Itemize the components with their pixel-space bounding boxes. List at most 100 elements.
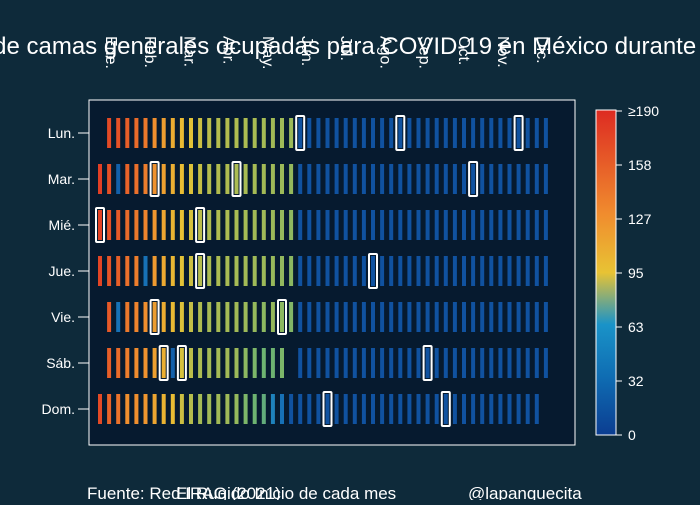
highlighted-cells xyxy=(95,115,524,427)
heatmap-cell xyxy=(280,302,284,332)
heatmap-cell xyxy=(316,164,321,194)
heatmap-cell xyxy=(416,118,421,148)
heatmap-cell xyxy=(298,394,303,424)
heatmap-cell xyxy=(307,164,312,194)
heatmap-cell xyxy=(116,302,121,332)
heatmap-cell xyxy=(152,256,157,286)
heatmap-cell xyxy=(189,348,193,378)
heatmap-cell xyxy=(125,302,130,332)
day-label: Jue. xyxy=(49,263,75,279)
heatmap-cell xyxy=(498,394,503,424)
heatmap-cell xyxy=(216,348,221,378)
heatmap-cell xyxy=(507,348,512,378)
heatmap-cell xyxy=(398,118,403,148)
heatmap-cell xyxy=(507,394,512,424)
heatmap-cell xyxy=(189,302,193,332)
heatmap-cell xyxy=(325,164,330,194)
heatmap-cell xyxy=(516,394,521,424)
heatmap-cell xyxy=(252,164,257,194)
heatmap-cell xyxy=(225,348,230,378)
heatmap-cell xyxy=(261,348,266,378)
heatmap-cell xyxy=(480,118,485,148)
highlighted-cell xyxy=(468,161,479,197)
heatmap-cell xyxy=(398,210,403,240)
heatmap-cell xyxy=(261,394,266,424)
heatmap-cell xyxy=(216,302,221,332)
heatmap-cell xyxy=(462,164,466,194)
heatmap-cell xyxy=(189,118,193,148)
heatmap-cell xyxy=(280,348,284,378)
heatmap-cell xyxy=(425,164,430,194)
heatmap-cell xyxy=(170,118,175,148)
heatmap-cell xyxy=(380,210,385,240)
heatmap-cell xyxy=(389,256,394,286)
heatmap-cell xyxy=(462,256,466,286)
heatmap-cell xyxy=(543,118,548,148)
heatmap-cell xyxy=(361,394,366,424)
heatmap-cell xyxy=(261,164,266,194)
heatmap-cell xyxy=(107,118,112,148)
highlighted-cell xyxy=(195,253,206,289)
heatmap-cell xyxy=(152,164,157,194)
heatmap-cell xyxy=(534,256,539,286)
heatmap-cell xyxy=(416,302,421,332)
heatmap-cell xyxy=(261,256,266,286)
heatmap-cell xyxy=(243,256,248,286)
heatmap-cell xyxy=(507,164,512,194)
heatmap-cell xyxy=(389,348,394,378)
heatmap-cell xyxy=(125,164,130,194)
heatmap-cell xyxy=(225,394,230,424)
heatmap-cell xyxy=(434,302,439,332)
heatmap-cell xyxy=(343,394,348,424)
heatmap-cell xyxy=(325,348,330,378)
heatmap-cell xyxy=(270,348,275,378)
heatmap-cell xyxy=(462,302,466,332)
heatmap-cell xyxy=(207,394,212,424)
heatmap-cell xyxy=(280,394,284,424)
heatmap-cell xyxy=(407,210,412,240)
heatmap-cell xyxy=(234,164,239,194)
heatmap-cell xyxy=(380,118,385,148)
heatmap-cell xyxy=(352,210,357,240)
heatmap-cell xyxy=(471,210,476,240)
heatmap-cell xyxy=(107,256,112,286)
heatmap-cell xyxy=(252,394,257,424)
heatmap-cell xyxy=(134,164,139,194)
colorbar-tick-label: 95 xyxy=(628,265,644,281)
heatmap-cell xyxy=(143,302,148,332)
heatmap-cell xyxy=(416,256,421,286)
month-labels: Ene. Feb. Mar. Abr. May. Jun. Jul. Ago. Sep. Oct.… xyxy=(102,36,550,69)
highlighted-cell xyxy=(158,345,169,381)
heatmap-cell xyxy=(307,118,312,148)
heatmap-cell xyxy=(243,302,248,332)
heatmap-cell xyxy=(543,210,548,240)
heatmap-cell xyxy=(143,256,148,286)
heatmap-cell xyxy=(452,210,457,240)
heatmap-cell xyxy=(198,348,203,378)
heatmap-cell xyxy=(434,210,439,240)
heatmap-cell xyxy=(471,118,476,148)
heatmap-cell xyxy=(234,118,239,148)
heatmap-cell xyxy=(161,256,166,286)
heatmap-cell xyxy=(134,256,139,286)
heatmap-cell xyxy=(107,210,112,240)
highlighted-cell xyxy=(195,207,206,243)
colorbar-tick-label: ≥190 xyxy=(628,103,659,119)
heatmap-cell xyxy=(343,302,348,332)
heatmap-cell xyxy=(143,210,148,240)
heatmap-cell xyxy=(252,256,257,286)
heatmap-cell xyxy=(107,394,112,424)
heatmap-cell xyxy=(234,394,239,424)
heatmap-cell xyxy=(361,210,366,240)
heatmap-cell xyxy=(525,164,530,194)
highlighted-cell xyxy=(95,207,105,243)
heatmap-cell xyxy=(134,118,139,148)
month-label: Ene. xyxy=(102,36,119,69)
heatmap-cell xyxy=(425,302,430,332)
heatmap-cell xyxy=(207,118,212,148)
heatmap-cell xyxy=(207,348,212,378)
month-label: Mar. xyxy=(180,36,197,67)
heatmap-cell xyxy=(334,394,339,424)
heatmap-cell xyxy=(134,302,139,332)
heatmap-cell xyxy=(407,164,412,194)
